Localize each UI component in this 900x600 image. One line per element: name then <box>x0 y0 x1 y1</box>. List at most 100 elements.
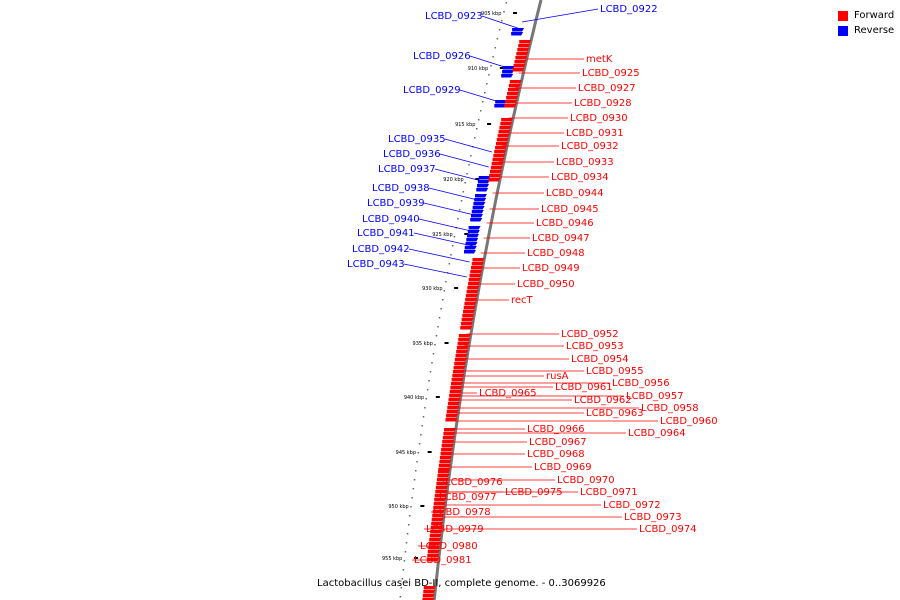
ruler-dot <box>475 128 478 130</box>
ruler-dot <box>401 578 404 580</box>
forward-gene-label: LCBD_0976 <box>445 477 503 488</box>
ruler-dot <box>418 443 421 445</box>
forward-feature <box>452 374 465 378</box>
reverse-feature <box>470 218 483 222</box>
ruler-tick <box>513 12 518 14</box>
ruler-dot <box>458 209 461 211</box>
ruler-tick <box>499 67 504 69</box>
ruler-dot <box>434 344 436 346</box>
forward-gene-label: LCBD_0972 <box>603 500 661 511</box>
ruler-tick <box>475 178 480 180</box>
reverse-leader-line <box>434 168 486 183</box>
reverse-gene-label: LCBD_0940 <box>362 214 420 225</box>
ruler-tick <box>487 123 492 125</box>
reverse-gene-label: LCBD_0935 <box>388 134 446 145</box>
ruler-dot <box>438 317 441 319</box>
reverse-leader-line <box>408 248 470 263</box>
ruler-dot <box>410 506 412 508</box>
ruler-dot <box>496 38 499 40</box>
forward-feature <box>429 534 442 538</box>
ruler-label: 920 kbp <box>443 177 463 183</box>
forward-feature <box>488 178 501 182</box>
reverse-gene-label: LCBD_0922 <box>600 4 658 15</box>
ruler-label: 950 kbp <box>388 504 408 510</box>
reverse-gene-label: LCBD_0936 <box>383 149 441 160</box>
forward-feature <box>489 170 502 174</box>
ruler-tick <box>444 342 449 344</box>
forward-feature <box>472 258 485 262</box>
reverse-feature <box>512 28 525 32</box>
reverse-gene-label: LCBD_0939 <box>367 198 425 209</box>
forward-feature <box>448 398 461 402</box>
forward-gene-label: LCBD_0927 <box>578 83 636 94</box>
forward-gene-label: LCBD_0928 <box>574 98 632 109</box>
forward-feature <box>451 378 464 382</box>
ruler-dot <box>431 362 433 364</box>
forward-feature <box>463 306 476 310</box>
forward-feature <box>427 554 440 558</box>
forward-feature <box>460 322 473 326</box>
forward-gene-label: LCBD_0944 <box>546 188 604 199</box>
reverse-gene-label: LCBD_0941 <box>357 228 415 239</box>
ruler-dot <box>421 425 423 427</box>
forward-feature <box>519 40 532 44</box>
legend-item-forward: Forward <box>838 8 894 23</box>
forward-gene-label: LCBD_0933 <box>556 157 614 168</box>
forward-feature <box>441 444 454 448</box>
ruler-dot <box>484 92 486 94</box>
forward-feature <box>516 52 529 56</box>
forward-feature <box>431 522 444 526</box>
forward-feature <box>439 456 452 460</box>
forward-gene-label: LCBD_0930 <box>570 113 628 124</box>
forward-swatch-icon <box>838 10 848 21</box>
ruler-label: 915 kbp <box>455 122 475 128</box>
forward-gene-label: LCBD_0946 <box>536 218 594 229</box>
ruler-dot <box>468 164 470 166</box>
ruler-label: 925 kbp <box>432 232 452 238</box>
reverse-feature <box>471 210 484 214</box>
reverse-feature <box>511 32 524 36</box>
ruler-dot <box>437 326 439 328</box>
reverse-feature <box>476 188 489 192</box>
forward-gene-label: LCBD_0974 <box>639 524 697 535</box>
legend-item-reverse: Reverse <box>838 23 894 38</box>
ruler-dot <box>451 245 454 247</box>
forward-gene-label: LCBD_0934 <box>551 172 609 183</box>
ruler-dot <box>464 182 466 184</box>
reverse-gene-label: LCBD_0942 <box>352 244 410 255</box>
ruler-dot <box>453 236 456 238</box>
genome-caption: Lactobacillus casei BD-II, complete geno… <box>317 578 606 589</box>
forward-feature <box>449 394 462 398</box>
reverse-feature <box>464 250 476 254</box>
ruler-label: 940 kbp <box>404 395 424 401</box>
ruler-dot <box>412 488 415 490</box>
forward-feature <box>456 346 469 350</box>
ruler-dot <box>492 56 494 58</box>
forward-gene-label: LCBD_0965 <box>479 388 537 399</box>
reverse-feature <box>502 70 515 74</box>
forward-feature <box>454 358 467 362</box>
forward-feature <box>517 48 530 52</box>
forward-feature <box>441 448 454 452</box>
ruler-label: 945 kbp <box>396 450 416 456</box>
legend-label-forward: Forward <box>854 10 895 21</box>
ruler-dot <box>474 137 476 139</box>
forward-gene-label: LCBD_0968 <box>527 449 585 460</box>
ruler-dot <box>422 416 425 418</box>
ruler-dot <box>486 83 488 85</box>
forward-feature <box>466 290 479 294</box>
ruler-dot <box>426 389 429 391</box>
reverse-feature <box>468 226 481 230</box>
ruler-dot <box>405 542 408 544</box>
forward-feature <box>423 586 436 590</box>
forward-gene-label: LCBD_0977 <box>439 492 497 503</box>
forward-gene-label: LCBD_0952 <box>561 329 619 340</box>
forward-feature <box>507 92 520 96</box>
forward-feature <box>453 366 466 370</box>
ruler-tick <box>435 396 440 398</box>
forward-gene-label: LCBD_0950 <box>517 279 575 290</box>
forward-feature <box>461 318 474 322</box>
forward-gene-label: LCBD_0957 <box>626 391 684 402</box>
forward-gene-label: LCBD_0967 <box>529 437 587 448</box>
